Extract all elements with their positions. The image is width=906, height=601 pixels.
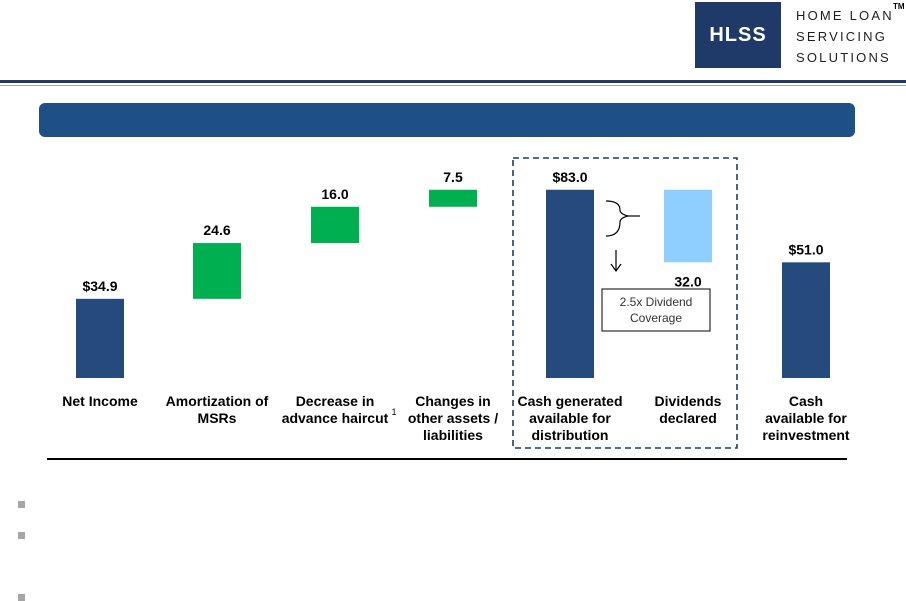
category-label: Dividends — [655, 393, 722, 409]
bar-3 — [429, 189, 477, 207]
category-label: Decrease in — [296, 393, 375, 409]
category-label: Changes in — [415, 393, 490, 409]
bar-5 — [664, 189, 712, 263]
category-label: Amortization of — [166, 393, 269, 409]
title-banner — [39, 103, 855, 137]
category-label: available for — [529, 410, 611, 426]
bar-value-label: 24.6 — [203, 222, 230, 238]
header-rule-thin — [0, 85, 906, 86]
category-label: reinvestment — [762, 427, 849, 443]
category-label: Cash — [789, 393, 823, 409]
bar-value-label: $34.9 — [82, 278, 117, 294]
bar-0 — [76, 298, 124, 378]
category-label: available for — [765, 410, 847, 426]
bar-value-label: $51.0 — [788, 241, 823, 257]
bar-4 — [546, 189, 594, 378]
footnote-marker: 1 — [391, 407, 396, 417]
category-label: advance haircut — [282, 410, 389, 426]
category-label: other assets / — [408, 410, 498, 426]
distribution-group-box — [512, 157, 738, 449]
category-label: liabilities — [423, 427, 483, 443]
coverage-annotation-text: Coverage — [630, 311, 682, 325]
down-arrow-head — [610, 263, 622, 273]
bar-2 — [311, 206, 359, 244]
logo-mark: HLSS — [709, 23, 767, 46]
coverage-annotation-text: 2.5x Dividend — [620, 295, 693, 309]
hlss-logo: HLSS — [695, 2, 781, 68]
category-label: Cash generated — [517, 393, 622, 409]
category-label: MSRs — [198, 410, 237, 426]
logo-line-2: SERVICING — [796, 29, 888, 44]
header-rule — [0, 80, 906, 83]
category-label: Net Income — [62, 393, 138, 409]
coverage-annotation-box — [601, 288, 711, 332]
trademark-mark: TM — [893, 2, 905, 11]
logo-line-1: HOME LOAN — [796, 8, 894, 23]
bar-1 — [193, 243, 241, 299]
bullet-marker — [18, 532, 25, 539]
bar-value-label: $83.0 — [552, 169, 587, 185]
logo-wordmark: HOME LOAN SERVICING SOLUTIONS — [796, 5, 896, 68]
logo-line-3: SOLUTIONS — [796, 50, 891, 65]
bracket-shape — [605, 200, 629, 237]
category-label: distribution — [532, 427, 609, 443]
bar-6 — [782, 262, 830, 378]
bullet-marker — [18, 501, 25, 508]
bar-value-label: 16.0 — [321, 186, 348, 202]
bar-value-label: 7.5 — [443, 169, 463, 185]
category-label: declared — [659, 410, 717, 426]
bar-value-label: 32.0 — [674, 273, 701, 289]
bullet-marker — [18, 594, 25, 601]
